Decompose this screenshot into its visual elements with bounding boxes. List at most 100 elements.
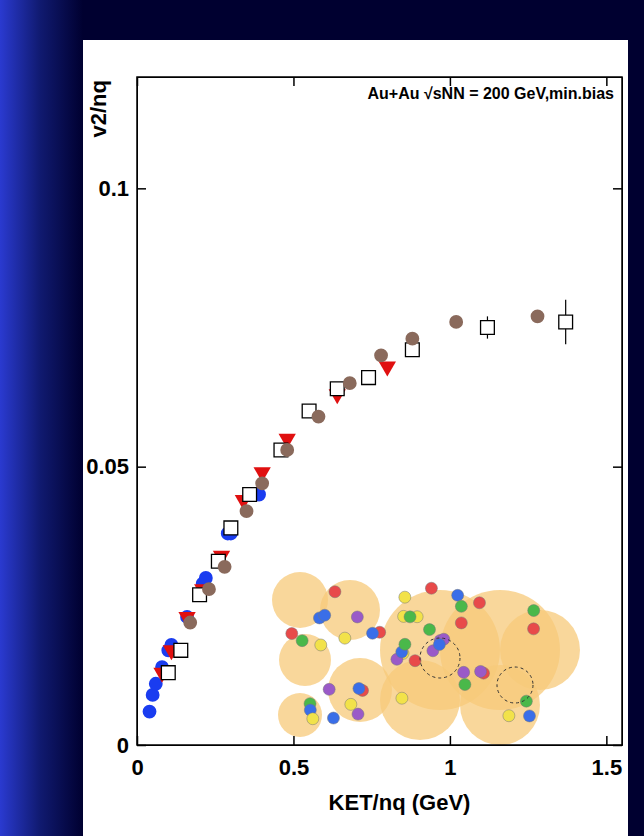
inset-blob [272,572,328,628]
axis-line [622,78,623,746]
inset-quark [452,589,464,601]
point [240,504,254,518]
inset-quark [319,609,331,621]
inset-quark [367,627,379,639]
tick: 0.05 [86,454,146,479]
panel [83,40,628,836]
inset-blob [320,580,380,640]
tick-label: 0 [131,755,143,780]
tick: 1.5 [592,736,623,780]
tick: 1 [444,736,456,780]
tick-label: 0 [117,733,129,758]
tick-mark [137,745,146,747]
inset-quark [339,632,351,644]
inset-quark [423,624,435,636]
point [312,410,326,424]
tick [613,188,622,189]
inset-quark [399,591,411,603]
marks [143,300,573,719]
tick-label: 1 [444,755,456,780]
x-axis: 0 0.5 1 1.5 [131,736,622,780]
series [183,309,544,629]
point [174,643,188,657]
inset-quark [455,600,467,612]
point [224,521,238,535]
inset-quark [399,638,411,650]
point [405,332,419,346]
inset-ring [497,667,533,703]
plot-frame [137,77,622,745]
tick [613,467,622,468]
tick: 0.5 [279,736,310,780]
tick-mark [137,188,146,190]
inset-quark [329,586,341,598]
inset-quark [475,665,487,677]
point [559,315,573,329]
point [183,616,197,630]
point [330,382,344,396]
point [143,705,157,719]
inset-quark [404,611,416,623]
inset-quark [528,605,540,617]
inset-quark [396,692,408,704]
tick: 0.1 [98,176,146,201]
axis-line [138,77,623,78]
title: Au+Au √sNN = 200 GeV,min.bias [367,85,614,102]
point [481,321,495,335]
inset-quark [323,683,335,695]
point [362,371,376,385]
point [218,560,232,574]
inset-quark [351,611,363,623]
tick: 0 [117,733,146,758]
inset-quark [455,617,467,629]
inset-quark [425,582,437,594]
point [374,348,388,362]
inset-quark [345,698,357,710]
tick [613,745,622,746]
inset-quark [528,623,540,635]
inset-quark [433,639,445,651]
series [143,488,266,719]
tick-mark [613,745,622,747]
tick [293,77,294,86]
tick-mark [293,736,295,745]
axis-line [138,745,623,746]
inset-quark [523,710,535,722]
inset-illustration [272,572,580,745]
axis-line [137,78,138,746]
tick-mark [613,466,622,468]
x-axis-title: KET/nq (GeV) [329,790,471,815]
inset-quark [473,597,485,609]
point [343,376,357,390]
inset-quark [459,679,471,691]
inset-blob [278,693,322,737]
point [255,476,269,490]
inset-quark [458,666,470,678]
inset-ring [420,638,460,678]
inset-quark [286,628,298,640]
tick-mark [293,77,295,86]
inset-quark [296,635,308,647]
y-axis-right [613,78,623,746]
y-axis: 0 0.05 0.1 [86,78,146,758]
point [202,582,216,596]
inset-quark [503,710,515,722]
point [379,361,396,376]
point [449,315,463,329]
inset-quark [327,712,339,724]
tick-label: 0.5 [279,755,310,780]
series [153,361,396,682]
point [161,666,175,680]
tick-mark [137,466,146,468]
tick-mark [450,736,452,745]
tick-label: 0.05 [86,454,129,479]
inset-quark [315,639,327,651]
y-axis-title: v2/nq [86,80,111,137]
inset-blob [380,660,460,740]
point [531,309,545,323]
chart: 0 0.5 1 1.5 0 0.05 0.1 Au+Au √sNN = 200 GeV,min… [0,0,644,836]
tick-mark [613,188,622,190]
inset-quark [307,713,319,725]
inset-quark [352,708,364,720]
point [280,443,294,457]
